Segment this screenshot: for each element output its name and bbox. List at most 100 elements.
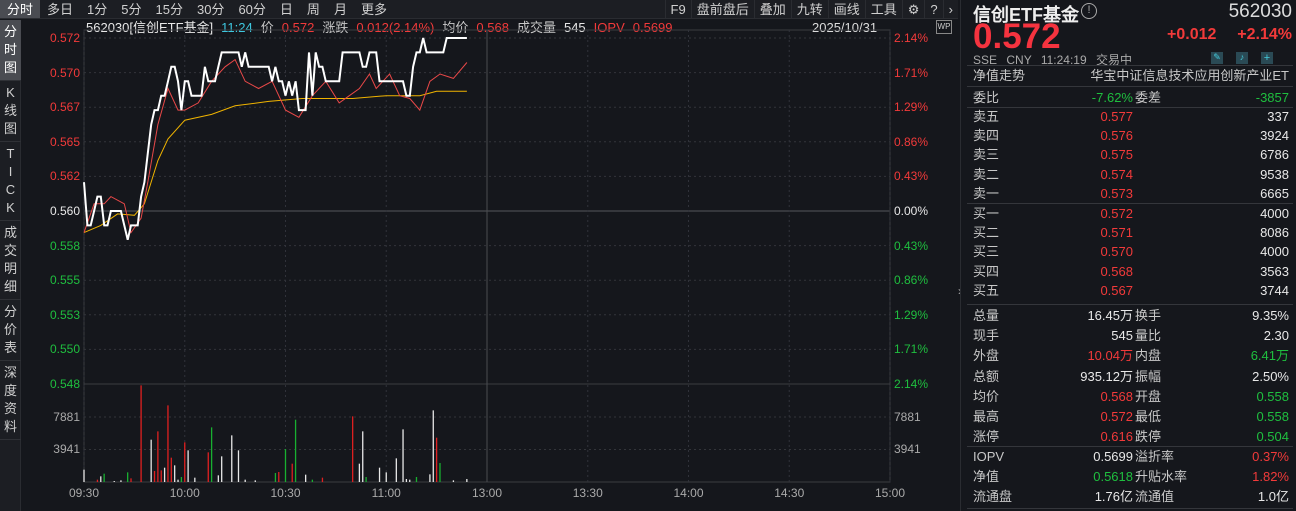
row-label: 买三 [973, 244, 1000, 260]
row-value: 0.570 [1100, 244, 1133, 260]
average-price-line [83, 90, 467, 234]
row-label: 均价 [973, 388, 1000, 404]
chevron-right-icon[interactable]: › [942, 0, 958, 19]
toolbar-button[interactable]: F9 [664, 0, 691, 19]
toolbar-button[interactable]: 画线 [827, 0, 865, 19]
row-value-2: 9.35% [1252, 308, 1289, 323]
nav-trend-label: 净值走势 [973, 68, 1026, 83]
avg-label: 均价 [442, 20, 469, 35]
info-icon[interactable]: ! [1081, 3, 1097, 19]
row-label: 涨停 [973, 429, 1000, 445]
row-value: 0.572 [1100, 206, 1133, 221]
tab-period[interactable]: 月 [333, 2, 347, 17]
pct-tick: 1.29% [894, 307, 929, 322]
time-tick: 13:00 [471, 486, 503, 500]
toolbar-button[interactable]: 盘前盘后 [690, 0, 754, 19]
tab-period[interactable]: 周 [306, 2, 320, 17]
sidebar-view-tab[interactable]: 深度资料 [0, 361, 21, 440]
row-label: 卖三 [973, 147, 1000, 163]
tab-period[interactable]: 1分 [87, 2, 108, 17]
bid-level-row: 买四 0.568 3563 [973, 262, 1293, 281]
row-label-2: 量比 [1135, 328, 1162, 344]
bid-level-row: 买二 0.571 8086 [973, 223, 1293, 242]
price-tick: 0.553 [49, 307, 80, 322]
row-value: 545 [1111, 328, 1133, 344]
tab-period[interactable]: 更多 [360, 2, 387, 17]
change-value: 0.012(2.14%) [356, 20, 435, 35]
time-tick: 09:30 [68, 486, 100, 500]
pct-tick: 0.86% [894, 134, 929, 149]
quote-time: 11:24:19 [1040, 53, 1087, 67]
bid-level-row: 买五 0.567 3744 [973, 281, 1293, 300]
alert-bell-icon[interactable]: ♪ [1236, 52, 1248, 64]
row-value-2: 0.504 [1256, 429, 1289, 445]
price-tick: 0.558 [49, 238, 80, 253]
toolbar-button[interactable]: 工具 [864, 0, 902, 19]
row-value: 0.571 [1100, 225, 1133, 241]
pct-tick: 2.14% [894, 31, 929, 45]
row-value: 0.575 [1100, 147, 1133, 163]
edit-icon[interactable]: ✎ [1211, 52, 1223, 64]
ask-level-row: 卖二 0.574 9538 [973, 165, 1293, 184]
tab-period[interactable]: 60分 [238, 2, 266, 17]
stat-row: 现手 545 量比 2.30 [973, 326, 1293, 345]
row-label: 流通盘 [973, 489, 1013, 504]
row-label-2: 跌停 [1135, 429, 1162, 445]
ask-level-row: 卖一 0.573 6665 [973, 184, 1293, 203]
settings-gear-icon[interactable]: ⚙ [901, 0, 925, 19]
stat-row: 最高 0.572 最低 0.558 [973, 407, 1293, 426]
row-value: 0.577 [1100, 109, 1133, 124]
sidebar-view-tab[interactable]: 分价表 [0, 300, 21, 361]
row-label: 买五 [973, 282, 1000, 298]
pct-tick: 1.29% [894, 100, 929, 115]
tab-period[interactable]: 多日 [47, 2, 74, 17]
etf-stat-row: IOPV 0.5699 溢折率 0.37% [973, 447, 1293, 466]
change-amount: +0.012 [1167, 26, 1217, 43]
row-label: 总额 [973, 368, 1000, 384]
toolbar-button[interactable]: 九转 [790, 0, 828, 19]
volume-tick-right: 3941 [894, 442, 921, 457]
add-watchlist-icon[interactable]: + [1261, 52, 1273, 64]
currency: CNY [1006, 53, 1032, 67]
tab-period[interactable]: 日 [279, 2, 293, 17]
tab-period[interactable]: 分时 [0, 0, 41, 18]
security-name: 信创ETF基金 [973, 5, 1079, 25]
row-value-2: 0.558 [1256, 388, 1289, 404]
volume-value: 545 [563, 20, 586, 35]
time-tick: 13:30 [572, 486, 603, 500]
order-ratio-row: 委比 -7.62% 委差 -3857 [973, 88, 1293, 107]
row-label-2: 换手 [1135, 308, 1162, 323]
nav-trend-row[interactable]: 净值走势 华宝中证信息技术应用创新产业ET [973, 66, 1293, 85]
row-label-2: 最低 [1135, 409, 1162, 424]
etf-stat-row: 净值 0.5618 升贴水率 1.82% [973, 467, 1293, 486]
quote-panel: 信创ETF基金 ! 562030 0.572 +0.012 +2.14% SSE… [960, 0, 1296, 511]
help-icon[interactable]: ? [924, 0, 942, 19]
stat-row: 外盘 10.04万 内盘 6.41万 [973, 346, 1293, 365]
time-tick: 11:00 [371, 486, 401, 500]
bid-level-row: 买一 0.572 4000 [973, 204, 1293, 223]
stat-row: 均价 0.568 开盘 0.558 [973, 387, 1293, 406]
intraday-chart[interactable] [0, 0, 958, 511]
row-value-2: 9538 [1260, 166, 1289, 182]
tab-period[interactable]: 30分 [196, 2, 225, 17]
row-value: 0.567 [1100, 282, 1133, 298]
row-label: 买一 [973, 206, 1000, 221]
exchange: SSE [973, 53, 998, 67]
avg-value: 0.568 [476, 20, 509, 35]
row-value: 0.568 [1100, 388, 1133, 404]
row-value-2: 2.30 [1263, 328, 1289, 344]
iopv-line [83, 58, 468, 234]
change-label: 涨跌 [322, 20, 349, 35]
volume-tick: 3941 [53, 442, 80, 457]
row-value-2: 0.558 [1256, 409, 1289, 424]
row-label: IOPV [973, 449, 1005, 464]
tab-period[interactable]: 15分 [155, 2, 183, 17]
tab-period[interactable]: 5分 [121, 2, 142, 17]
sidebar-view-tab[interactable]: 分时图 [0, 20, 21, 81]
wp-icon[interactable]: WP [936, 20, 952, 34]
sidebar-view-tab[interactable]: 成交明细 [0, 221, 21, 300]
toolbar-button[interactable]: 叠加 [753, 0, 791, 19]
